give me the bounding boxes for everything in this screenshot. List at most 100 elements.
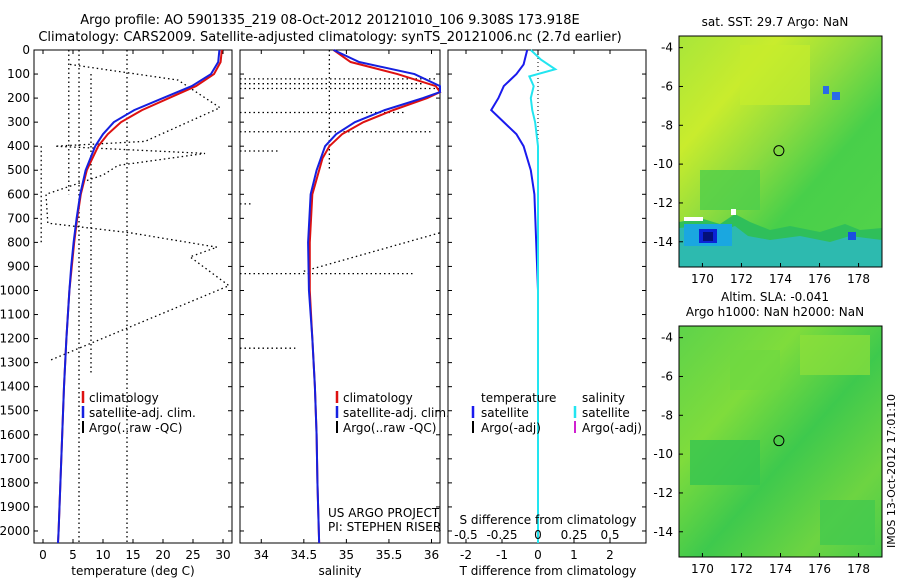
temperature-series [40, 49, 231, 544]
imos-watermark: IMOS 13-Oct-2012 17:01:10 [885, 394, 898, 548]
temperature-xtick-label: 20 [155, 548, 170, 562]
sla-mid-patch [730, 350, 780, 390]
s-difference-xlabel: S difference from climatology [460, 513, 637, 527]
difference-xtick-label: -1 [496, 548, 508, 562]
map-xtick-label: 178 [847, 272, 870, 286]
map-ytick-label: -6 [661, 369, 673, 383]
salinity-xtick-label: 36 [424, 548, 439, 562]
difference-series [489, 49, 558, 543]
salinity-xtick-label: 34.5 [290, 548, 317, 562]
difference-plot-frame [447, 49, 647, 544]
temperature-xtick-label: 15 [125, 548, 140, 562]
salinity-xlabel: salinity [318, 564, 361, 578]
sla-map-title: Altim. SLA: -0.041 [721, 290, 829, 304]
map-xtick-label: 174 [769, 272, 792, 286]
map-ytick-label: -14 [653, 525, 673, 539]
map-xtick-label: 170 [691, 272, 714, 286]
legend-t-argo: Argo(-adj) [481, 421, 541, 435]
map-ytick-label: -8 [661, 118, 673, 132]
temperature-xlabel: temperature (deg C) [71, 564, 194, 578]
temperature-depth-axis: 0 100 200 300 400 500 600 700 800 900 1000 1100 1200… [0, 43, 232, 538]
map-ytick-label: -4 [661, 41, 673, 55]
sst-island-patch-2 [832, 92, 840, 100]
salinity-panel: 34 34.5 35 35.5 36 salinity climatology sate… [239, 49, 450, 578]
depth-tick-label: 100 [7, 67, 30, 81]
depth-tick-label: 1700 [0, 452, 30, 466]
sst-map-title: sat. SST: 29.7 Argo: NaN [702, 15, 849, 29]
depth-tick-label: 700 [7, 211, 30, 225]
temperature-xtick-label: 0 [39, 548, 47, 562]
temperature-xtick-label: 10 [95, 548, 110, 562]
depth-tick-label: 1500 [0, 404, 30, 418]
difference-xtick-label: 0 [534, 548, 542, 562]
depth-tick-label: 1800 [0, 476, 30, 490]
salinity-legend-climatology: climatology [343, 391, 413, 405]
sst-warm-patch [740, 45, 810, 105]
map-xtick-label: 176 [808, 562, 831, 576]
salinity-xtick-label: 35 [339, 548, 354, 562]
temperature-legend-climatology: climatology [89, 391, 159, 405]
difference-s-satellite-line [527, 49, 558, 543]
salinity-legend-argo: Argo(..raw -QC) [343, 421, 436, 435]
sst-map-panel: sat. SST: 29.7 Argo: NaN 170 172 174 176 178… [653, 15, 883, 286]
depth-tick-label: 1100 [0, 308, 30, 322]
difference-xtick-label: -2 [460, 548, 472, 562]
map-ytick-label: -14 [653, 235, 673, 249]
pi-annotation: PI: STEPHEN RISER [328, 520, 441, 534]
s-difference-tick-label: 0 [534, 528, 542, 542]
temperature-xtick-label: 30 [215, 548, 230, 562]
sla-map-features [690, 335, 875, 545]
depth-tick-label: 200 [7, 91, 30, 105]
sla-low-patch [690, 440, 760, 485]
s-difference-tick-label: -0.5 [454, 528, 477, 542]
s-difference-tick-label: -0.25 [486, 528, 517, 542]
salinity-satellite-adj-line [307, 49, 441, 544]
legend-s-satellite: satellite [582, 406, 630, 420]
project-annotation: US ARGO PROJECT [328, 506, 440, 520]
salinity-x-axis: 34 34.5 35 35.5 36 [254, 50, 439, 562]
depth-tick-label: 1900 [0, 500, 30, 514]
map-ytick-label: -6 [661, 79, 673, 93]
difference-legend: temperature satellite Argo(-adj) salinit… [471, 391, 642, 435]
sst-missing-data-1 [684, 217, 703, 221]
depth-tick-label: 1300 [0, 356, 30, 370]
difference-depth-ticks [448, 49, 646, 532]
sst-cold-spot [848, 232, 856, 240]
depth-tick-label: 0 [22, 43, 30, 57]
legend-s-argo: Argo(-adj) [582, 421, 642, 435]
map-ytick-label: -4 [661, 331, 673, 345]
map-ytick-label: -12 [653, 486, 673, 500]
map-xtick-label: 172 [730, 562, 753, 576]
difference-xtick-label: 1 [570, 548, 578, 562]
depth-tick-label: 400 [7, 139, 30, 153]
sla-map-axes: 170 172 174 176 178 -4 -6 -8 -10 -12 -14 [653, 331, 870, 576]
sst-missing-data-2 [731, 209, 736, 215]
difference-panel: -2 -1 0 1 2 temperature satellite Argo(-adj)… [447, 49, 647, 578]
legend-temperature-title: temperature [481, 391, 556, 405]
sst-map-axes: 170 172 174 176 178 -4 -6 -8 -10 -12 -14 [653, 41, 870, 286]
sst-green-patch [700, 170, 760, 210]
sla-south-patch [820, 500, 875, 545]
salinity-argo-diagonal [303, 232, 441, 272]
map-ytick-label: -10 [653, 157, 673, 171]
map-ytick-label: -12 [653, 196, 673, 210]
depth-tick-label: 900 [7, 259, 30, 273]
depth-tick-label: 300 [7, 115, 30, 129]
map-ytick-label: -8 [661, 408, 673, 422]
depth-tick-label: 2000 [0, 524, 30, 538]
map-xtick-label: 176 [808, 272, 831, 286]
salinity-depth-ticks [240, 49, 440, 532]
temperature-panel: 0100200300400500600700800900100011001200… [0, 43, 233, 578]
sla-map-panel: Altim. SLA: -0.041 Argo h1000: NaN h2000… [653, 290, 883, 576]
depth-tick-label: 1400 [0, 380, 30, 394]
map-xtick-label: 178 [847, 562, 870, 576]
depth-tick-label: 1600 [0, 428, 30, 442]
s-difference-tick-labels: -0.5 -0.25 0 0.25 0.5 [454, 528, 619, 542]
temperature-legend-satellite: satellite-adj. clim. [89, 406, 196, 420]
depth-tick-label: 1200 [0, 332, 30, 346]
argo-location-marker-sst [773, 145, 785, 157]
sla-map-subtitle: Argo h1000: NaN h2000: NaN [686, 305, 864, 319]
t-difference-xlabel: T difference from climatology [459, 564, 637, 578]
sst-island-patch-1 [823, 86, 829, 94]
depth-tick-label: 600 [7, 187, 30, 201]
